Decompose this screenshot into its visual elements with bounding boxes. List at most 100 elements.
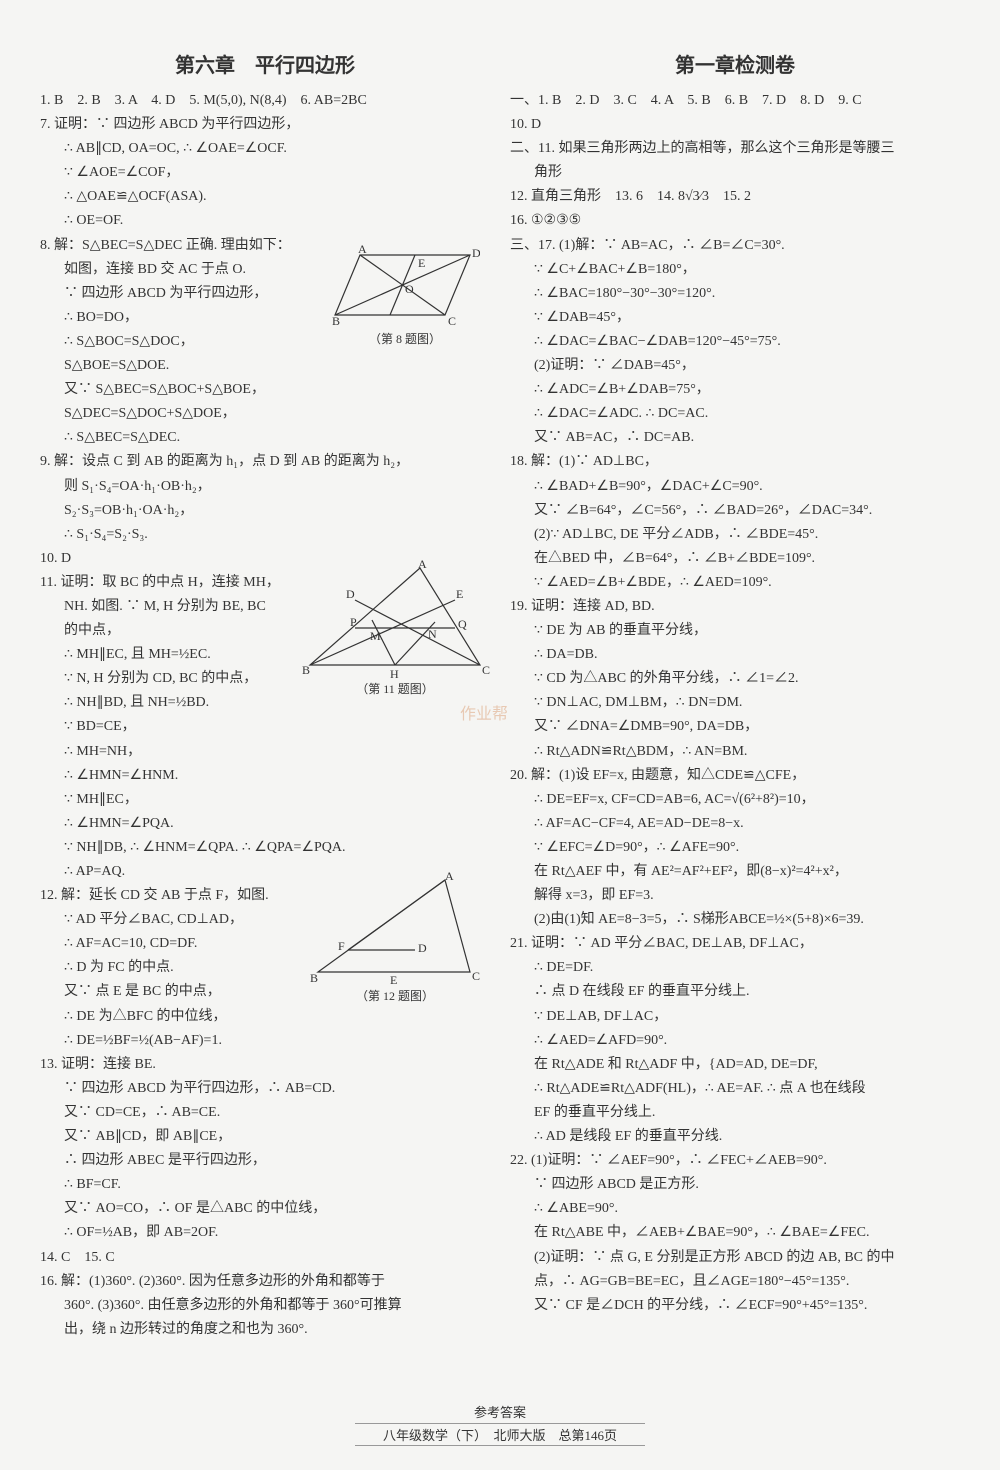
svg-text:A: A xyxy=(418,560,427,571)
text-line: 三、17. (1)解：∵ AB=AC，∴ ∠B=∠C=30°. xyxy=(510,234,960,257)
svg-text:H: H xyxy=(390,667,399,680)
text-line: ∴ DA=DB. xyxy=(510,643,960,666)
svg-text:C: C xyxy=(482,663,490,677)
figure-caption: （第 8 题图） xyxy=(330,330,480,347)
text-line: 9. 解：设点 C 到 AB 的距离为 h₁，点 D 到 AB 的距离为 h₂， xyxy=(40,450,490,473)
text-line: 13. 证明：连接 BE. xyxy=(40,1053,490,1076)
svg-text:E: E xyxy=(418,256,425,270)
text-line: 又∵ AO=CO，∴ OF 是△ABC 的中位线， xyxy=(40,1197,490,1220)
text-line: 7. 证明：∵ 四边形 ABCD 为平行四边形， xyxy=(40,113,490,136)
text-line: ∵ ∠AED=∠B+∠BDE，∴ ∠AED=109°. xyxy=(510,571,960,594)
text-line: 21. 证明：∵ AD 平分∠BAC, DE⊥AB, DF⊥AC， xyxy=(510,932,960,955)
text-line: 在 Rt△ADE 和 Rt△ADF 中，{AD=AD, DE=DF, xyxy=(510,1053,960,1076)
text-line: ∴ AB∥CD, OA=OC, ∴ ∠OAE=∠OCF. xyxy=(40,137,490,160)
svg-text:D: D xyxy=(346,587,355,601)
text-line: 20. 解：(1)设 EF=x, 由题意，知△CDE≌△CFE， xyxy=(510,764,960,787)
text-line: 又∵ ∠DNA=∠DMB=90°, DA=DB， xyxy=(510,715,960,738)
text-line: S△BOE=S△DOE. xyxy=(40,354,490,377)
svg-text:N: N xyxy=(428,627,437,641)
text-line: (2)由(1)知 AE=8−3=5，∴ S梯形ABCE=½×(5+8)×6=39… xyxy=(510,908,960,931)
svg-text:C: C xyxy=(472,969,480,983)
svg-text:A: A xyxy=(358,245,367,256)
text-line: ∴ ∠AED=∠AFD=90°. xyxy=(510,1029,960,1052)
text-line: ∴ AD 是线段 EF 的垂直平分线. xyxy=(510,1125,960,1148)
svg-text:C: C xyxy=(448,314,456,328)
text-line: 16. 解：(1)360°. (2)360°. 因为任意多边形的外角和都等于 xyxy=(40,1270,490,1293)
text-line: ∴ 点 D 在线段 EF 的垂直平分线上. xyxy=(510,980,960,1003)
text-line: 点，∴ AG=GB=BE=EC，且∠AGE=180°−45°=135°. xyxy=(510,1270,960,1293)
svg-text:B: B xyxy=(310,971,318,985)
text-line: ∴ ∠BAD+∠B=90°，∠DAC+∠C=90°. xyxy=(510,475,960,498)
svg-text:B: B xyxy=(302,663,310,677)
figure-caption: （第 11 题图） xyxy=(300,680,490,697)
text-line: ∵ 四边形 ABCD 为平行四边形，∴ AB=CD. xyxy=(40,1077,490,1100)
text-line: S△DEC=S△DOC+S△DOE， xyxy=(40,402,490,425)
text-line: ∵ DN⊥AC, DM⊥BM，∴ DN=DM. xyxy=(510,691,960,714)
svg-text:E: E xyxy=(456,587,463,601)
text-line: ∴ DE 为△BFC 的中位线， xyxy=(40,1005,490,1028)
svg-text:M: M xyxy=(370,629,381,643)
text-line: ∴ S₁·S₄=S₂·S₃. xyxy=(40,523,490,546)
text-line: 1. B 2. B 3. A 4. D 5. M(5,0), N(8,4) 6.… xyxy=(40,89,490,112)
text-line: ∵ ∠EFC=∠D=90°，∴ ∠AFE=90°. xyxy=(510,836,960,859)
text-line: (2)证明：∵ ∠DAB=45°， xyxy=(510,354,960,377)
text-line: 角形 xyxy=(510,161,960,184)
left-chapter-title: 第六章 平行四边形 xyxy=(40,50,490,83)
text-line: ∵ ∠C+∠BAC+∠B=180°， xyxy=(510,258,960,281)
text-line: ∴ OF=½AB，即 AB=2OF. xyxy=(40,1221,490,1244)
text-line: 在 Rt△ABE 中，∠AEB+∠BAE=90°，∴ ∠BAE=∠FEC. xyxy=(510,1221,960,1244)
text-line: ∵ NH∥DB, ∴ ∠HNM=∠QPA. ∴ ∠QPA=∠PQA. xyxy=(40,836,490,859)
figure-12: A B C D E F （第 12 题图） xyxy=(310,872,480,1004)
text-line: ∴ DE=EF=x, CF=CD=AB=6, AC=√(6²+8²)=10， xyxy=(510,788,960,811)
footer-top: 参考答案 xyxy=(0,1402,1000,1421)
figure-caption: （第 12 题图） xyxy=(310,987,480,1004)
text-line: 又∵ S△BEC=S△BOC+S△BOE， xyxy=(40,378,490,401)
text-line: 解得 x=3，即 EF=3. xyxy=(510,884,960,907)
triangle-midline-icon: A B C D E F xyxy=(310,872,480,987)
text-line: ∴ ∠ADC=∠B+∠DAB=75°， xyxy=(510,378,960,401)
text-line: ∵ CD 为△ABC 的外角平分线，∴ ∠1=∠2. xyxy=(510,667,960,690)
page-columns: 第六章 平行四边形 1. B 2. B 3. A 4. D 5. M(5,0),… xyxy=(40,50,960,1342)
text-line: ∵ 四边形 ABCD 是正方形. xyxy=(510,1173,960,1196)
text-line: 14. C 15. C xyxy=(40,1246,490,1269)
text-line: ∴ ∠HMN=∠PQA. xyxy=(40,812,490,835)
parallelogram-icon: A B C D E O xyxy=(330,245,480,330)
text-line: ∴ ∠HMN=∠HNM. xyxy=(40,764,490,787)
text-line: 在△BED 中，∠B=64°，∴ ∠B+∠BDE=109°. xyxy=(510,547,960,570)
text-line: 16. ①②③⑤ xyxy=(510,209,960,232)
text-line: 又∵ AB∥CD，即 AB∥CE， xyxy=(40,1125,490,1148)
text-line: EF 的垂直平分线上. xyxy=(510,1101,960,1124)
text-line: 又∵ CD=CE，∴ AB=CE. xyxy=(40,1101,490,1124)
svg-text:B: B xyxy=(332,314,340,328)
right-column: 第一章检测卷 一、1. B 2. D 3. C 4. A 5. B 6. B 7… xyxy=(510,50,960,1342)
text-line: 则 S₁·S₄=OA·h₁·OB·h₂， xyxy=(40,475,490,498)
text-line: ∵ DE 为 AB 的垂直平分线， xyxy=(510,619,960,642)
text-line: 一、1. B 2. D 3. C 4. A 5. B 6. B 7. D 8. … xyxy=(510,89,960,112)
text-line: ∵ ∠AOE=∠COF， xyxy=(40,161,490,184)
text-line: ∴ BF=CF. xyxy=(40,1173,490,1196)
text-line: ∴ △OAE≌△OCF(ASA). xyxy=(40,185,490,208)
text-line: ∴ MH=NH， xyxy=(40,740,490,763)
triangle-icon: A B C D E H M N P Q xyxy=(300,560,490,680)
text-line: 12. 直角三角形 13. 6 14. 8√3⁄3 15. 2 xyxy=(510,185,960,208)
text-line: 18. 解：(1)∵ AD⊥BC， xyxy=(510,450,960,473)
footer-bottom: 八年级数学（下） 北师大版 总第146页 xyxy=(355,1423,645,1446)
text-line: ∵ ∠DAB=45°， xyxy=(510,306,960,329)
text-line: 二、11. 如果三角形两边上的高相等，那么这个三角形是等腰三 xyxy=(510,137,960,160)
text-line: ∴ S△BEC=S△DEC. xyxy=(40,426,490,449)
text-line: ∴ DE=DF. xyxy=(510,956,960,979)
text-line: ∴ ∠ABE=90°. xyxy=(510,1197,960,1220)
text-line: 又∵ ∠B=64°，∠C=56°，∴ ∠BAD=26°，∠DAC=34°. xyxy=(510,499,960,522)
text-line: 出，绕 n 边形转过的角度之和也为 360°. xyxy=(40,1318,490,1341)
text-line: ∴ ∠DAC=∠ADC. ∴ DC=AC. xyxy=(510,402,960,425)
text-line: 360°. (3)360°. 由任意多边形的外角和都等于 360°可推算 xyxy=(40,1294,490,1317)
text-line: (2)证明：∵ 点 G, E 分别是正方形 ABCD 的边 AB, BC 的中 xyxy=(510,1246,960,1269)
text-line: ∵ DE⊥AB, DF⊥AC， xyxy=(510,1005,960,1028)
svg-text:Q: Q xyxy=(458,617,467,631)
svg-text:P: P xyxy=(350,615,357,629)
text-line: 10. D xyxy=(510,113,960,136)
text-line: ∵ MH∥EC， xyxy=(40,788,490,811)
text-line: ∴ OE=OF. xyxy=(40,209,490,232)
text-line: 19. 证明：连接 AD, BD. xyxy=(510,595,960,618)
page-footer: 参考答案 八年级数学（下） 北师大版 总第146页 xyxy=(0,1402,1000,1446)
